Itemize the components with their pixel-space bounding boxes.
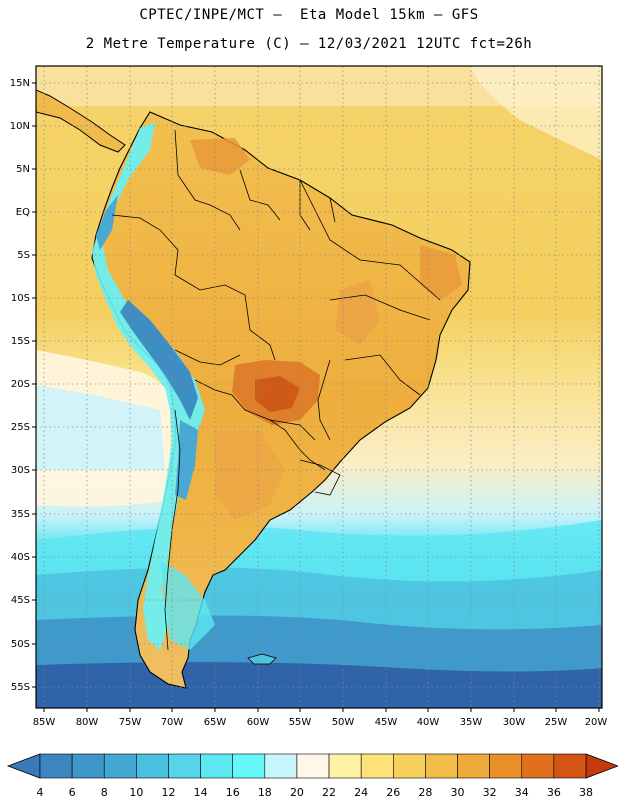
longitude-labels: 85W 80W 75W 70W 65W 60W 55W 50W 45W 40W … [33, 717, 608, 728]
colorbar-label: 16 [226, 786, 240, 799]
border-colombia-venezuela [174, 129, 241, 231]
colorbar-label: 20 [290, 786, 304, 799]
lat-label: 40S [11, 552, 30, 563]
colorbar-cell [392, 753, 426, 779]
lon-label: 25W [545, 717, 568, 728]
lat-label: 15S [11, 336, 30, 347]
colorbar-left-arrow [6, 753, 41, 779]
title-line-2: 2 Metre Temperature (C) – 12/03/2021 12U… [85, 36, 533, 52]
falkland-islands [247, 653, 277, 665]
colorbar-cell [296, 753, 330, 779]
lat-label: 5S [17, 250, 30, 261]
andes-cold-ecuador [96, 195, 118, 250]
lat-label: 55S [11, 682, 30, 693]
map-frame [35, 65, 603, 709]
colorbar-label: 14 [194, 786, 208, 799]
border-brazil-paraguay [317, 359, 331, 441]
border-peru-brazil-bolivia [174, 274, 276, 361]
hot-spot-northeast-brazil [420, 245, 462, 300]
lat-label: 50S [11, 639, 30, 650]
border-ecuador-peru [111, 214, 179, 276]
lat-label: 10S [11, 293, 30, 304]
border-peru-bolivia-south [174, 349, 241, 366]
colorbar-cell [232, 753, 266, 779]
colorbar-right-arrow [585, 753, 618, 779]
border-venezuela-guyana [239, 169, 281, 221]
colorbar-cell [264, 753, 298, 779]
lat-label: EQ [16, 207, 30, 218]
colorbar-cell [39, 753, 73, 779]
colorbar-label: 10 [129, 786, 143, 799]
colorbar-cell [425, 753, 458, 779]
colorbar-label: 12 [161, 786, 175, 799]
lon-label: 30W [503, 717, 526, 728]
colorbar-cell [489, 753, 523, 779]
colorbar-cell [136, 753, 169, 779]
title-line-1: CPTEC/INPE/MCT – Eta Model 15km – GFS [139, 7, 479, 23]
border-uruguay [299, 459, 341, 496]
border-suriname-guiana [329, 197, 336, 223]
lon-label: 35W [460, 717, 483, 728]
brazil-state-lines-north [299, 179, 441, 301]
colorbar-label: 26 [386, 786, 400, 799]
colorbar-label: 18 [258, 786, 272, 799]
lon-label: 20W [585, 717, 608, 728]
colorbar-label: 6 [69, 786, 76, 799]
latitude-labels: 15N 10N 5N EQ 5S 10S 15S 20S 25S 30S 35S… [10, 78, 30, 693]
colorbar-label: 22 [322, 786, 336, 799]
lon-label: 45W [375, 717, 398, 728]
colorbar-label: 8 [101, 786, 108, 799]
andes-cold-central [175, 420, 198, 500]
colorbar: 4 6 8 10 12 14 16 18 20 22 24 26 28 30 32 34 36 38 [6, 753, 618, 799]
colorbar-cell [360, 753, 394, 779]
colorbar-cell [200, 753, 234, 779]
colorbar-label: 36 [547, 786, 561, 799]
hot-spot-core [255, 376, 300, 412]
lat-label: 35S [11, 509, 30, 520]
lon-label: 75W [119, 717, 142, 728]
patagonia-cool [160, 560, 215, 650]
colorbar-label: 24 [354, 786, 368, 799]
colorbar-label: 4 [37, 786, 44, 799]
axis-ticks [32, 82, 600, 712]
lon-label: 40W [417, 717, 440, 728]
pacific-cool-tongue [36, 385, 165, 470]
lat-label: 45S [11, 595, 30, 606]
colorbar-cell [521, 753, 555, 779]
hot-spot-venezuela [190, 138, 250, 175]
country-borders [111, 129, 441, 651]
brazil-state-lines-south [344, 354, 421, 396]
lon-label: 55W [289, 717, 312, 728]
colorbar-label: 28 [418, 786, 432, 799]
colorbar-cell [71, 753, 105, 779]
map-field [36, 66, 602, 708]
colorbar-label: 34 [515, 786, 529, 799]
lon-label: 50W [332, 717, 355, 728]
colorbar-cell [457, 753, 490, 779]
colorbar-label: 30 [451, 786, 465, 799]
lat-label: 10N [10, 121, 30, 132]
lat-label: 5N [16, 164, 30, 175]
warm-argentina [215, 430, 285, 520]
lon-label: 60W [247, 717, 270, 728]
lon-label: 65W [204, 717, 227, 728]
north-atlantic-warm-patch [470, 66, 602, 160]
colorbar-cell [168, 753, 201, 779]
lon-label: 70W [161, 717, 184, 728]
colorbar-cell [103, 753, 137, 779]
colorbar-cell [553, 753, 587, 779]
brazil-state-lines-center [329, 294, 431, 321]
lat-label: 15N [10, 78, 30, 89]
colorbar-label: 38 [579, 786, 593, 799]
lon-label: 80W [76, 717, 99, 728]
colorbar-label: 32 [483, 786, 497, 799]
central-america-land [36, 89, 126, 153]
lat-label: 20S [11, 379, 30, 390]
lat-label: 25S [11, 422, 30, 433]
lat-label: 30S [11, 465, 30, 476]
colorbar-cell [328, 753, 362, 779]
andes-cold-altiplano [120, 300, 198, 420]
lon-label: 85W [33, 717, 56, 728]
